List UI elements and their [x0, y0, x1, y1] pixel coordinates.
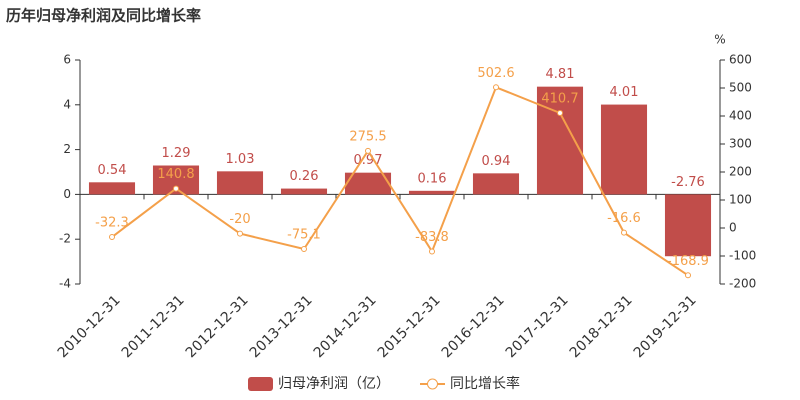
bar	[216, 171, 264, 195]
legend-label: 归母净利润（亿）	[278, 375, 390, 392]
bar-value-label: 4.01	[610, 85, 639, 100]
line	[111, 85, 689, 277]
line-point	[109, 234, 115, 241]
bar-value-label: 0.26	[290, 169, 319, 184]
bar-value-label: 0.97	[354, 153, 383, 168]
line-value-label: -32.3	[95, 216, 129, 231]
x-tick-label: 2010-12-31	[55, 292, 124, 361]
x-tick-label: 2013-12-31	[247, 292, 316, 361]
y-tick-label: 2	[63, 142, 71, 156]
line-value-label: -75.1	[287, 228, 321, 243]
line-value-label: -83.8	[415, 230, 449, 245]
bar-value-label: 4.81	[546, 67, 575, 82]
line-value-label: 275.5	[349, 129, 386, 144]
x-tick-label: 2012-12-31	[183, 292, 252, 361]
y2-tick-label: -100	[729, 249, 756, 263]
y2-tick-label: 600	[729, 53, 752, 67]
legend-swatch	[427, 378, 438, 390]
line-point	[429, 248, 435, 255]
line-point	[237, 230, 243, 237]
line-point	[173, 185, 179, 192]
y-tick-label: -4	[59, 277, 71, 291]
bar-value-label: 1.29	[162, 146, 191, 161]
line-point	[557, 110, 563, 117]
bar-value-label: 1.03	[226, 152, 255, 167]
bar-value-label: -2.76	[671, 175, 705, 190]
y2-tick-label: 200	[729, 165, 752, 179]
line-point	[301, 246, 307, 253]
y-tick-label: 4	[63, 97, 71, 111]
bar	[344, 172, 392, 195]
x-tick-label: 2015-12-31	[375, 292, 444, 361]
bar	[472, 173, 520, 195]
line-value-label: -20	[229, 212, 250, 227]
y2-tick-label: 400	[729, 109, 752, 123]
line-value-label: 410.7	[541, 92, 578, 107]
bar	[280, 188, 328, 195]
bar	[664, 194, 712, 257]
bar	[88, 182, 136, 195]
y2-tick-label: 300	[729, 137, 752, 151]
x-tick-label: 2016-12-31	[439, 292, 508, 361]
line-point	[621, 229, 627, 236]
bar-value-label: 0.16	[418, 171, 447, 186]
line-point	[365, 147, 371, 154]
x-tick-label: 2017-12-31	[503, 292, 572, 361]
bar-value-label: 0.94	[482, 154, 511, 169]
x-tick-label: 2011-12-31	[119, 292, 188, 361]
line-value-label: 140.8	[157, 167, 194, 182]
bar-value-label: 0.54	[98, 163, 127, 178]
y-tick-label: 0	[63, 187, 71, 201]
bar	[600, 104, 648, 195]
line-value-label: -16.6	[607, 211, 641, 226]
line-value-label: -168.9	[667, 254, 709, 269]
y-tick-label: -2	[59, 232, 71, 246]
y2-tick-label: -200	[729, 277, 756, 291]
line-point	[685, 272, 691, 279]
y2-axis-label: %	[714, 33, 725, 47]
legend-swatch	[248, 377, 273, 391]
line-value-label: 502.6	[477, 66, 514, 81]
x-tick-label: 2018-12-31	[567, 292, 636, 361]
bar	[408, 190, 456, 195]
line-point	[493, 84, 499, 91]
y2-tick-label: 500	[729, 81, 752, 95]
chart-title: 历年归母净利润及同比增长率	[6, 7, 201, 25]
x-tick-label: 2014-12-31	[311, 292, 380, 361]
y-tick-label: 6	[63, 53, 71, 67]
y2-tick-label: 0	[729, 221, 737, 235]
y2-tick-label: 100	[729, 193, 752, 207]
legend-label: 同比增长率	[450, 375, 520, 392]
x-tick-label: 2019-12-31	[631, 292, 700, 361]
